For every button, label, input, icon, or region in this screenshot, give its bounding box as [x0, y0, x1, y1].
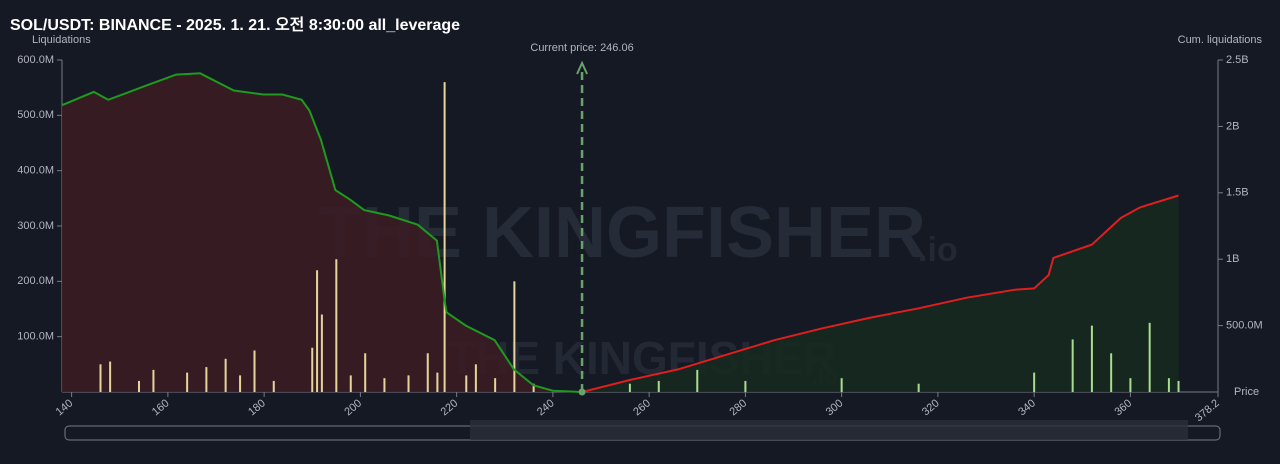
x-tick-label: 340 — [1016, 397, 1038, 418]
scroll-range[interactable] — [470, 420, 1188, 440]
liquidation-bar — [349, 375, 352, 392]
liquidation-bar — [316, 270, 319, 392]
liquidation-bar — [657, 380, 660, 392]
liquidation-bar — [152, 369, 155, 392]
liquidation-bar — [840, 378, 843, 392]
x-tick-label: 300 — [824, 397, 846, 418]
current-price-label: Current price: 246.06 — [530, 42, 633, 54]
y-tick-label: 200.0M — [17, 275, 54, 287]
liquidation-bar — [407, 375, 410, 392]
cum-line — [61, 72, 583, 393]
chart-title: SOL/USDT: BINANCE - 2025. 1. 21. 오전 8:30… — [10, 16, 460, 34]
liquidation-bar — [628, 383, 631, 392]
liquidation-bar — [224, 358, 227, 392]
y-tick-label: 100.0M — [17, 331, 54, 343]
cum-line — [581, 194, 1179, 393]
liquidation-bar — [253, 350, 256, 392]
current-price-dot — [578, 388, 586, 396]
liquidation-bar — [239, 375, 242, 392]
liquidation-bar — [744, 380, 747, 392]
y2-tick-label: 2.5B — [1226, 54, 1249, 66]
liquidation-bar — [99, 364, 102, 392]
liquidation-bar — [513, 281, 516, 392]
x-tick-label: 320 — [920, 397, 942, 418]
x-tick-label: 140 — [54, 397, 76, 418]
liquidation-bar — [138, 380, 141, 392]
x-tick-label: 360 — [1112, 397, 1134, 418]
liquidation-bar — [436, 372, 439, 392]
liquidation-bar — [109, 361, 112, 392]
current-price-arrow — [576, 60, 588, 75]
liquidation-bar — [383, 378, 386, 392]
liquidation-bar — [1129, 378, 1132, 392]
liquidation-bar — [186, 372, 189, 392]
liquidation-bar — [1167, 378, 1170, 392]
y2-tick-label: 1.5B — [1226, 187, 1249, 199]
cum-area — [582, 195, 1179, 392]
x-tick-label: 160 — [150, 397, 172, 418]
liquidation-bar — [917, 383, 920, 392]
y-tick-label: 400.0M — [17, 165, 54, 177]
cum-area — [62, 73, 583, 393]
liquidation-bar — [1110, 353, 1113, 392]
x-tick-label: 280 — [727, 397, 749, 418]
liquidation-bar — [465, 375, 468, 392]
x-tick-label: 378.2 — [1193, 397, 1222, 424]
liquidation-bar — [474, 364, 477, 392]
liquidation-bar — [364, 353, 367, 392]
liquidation-bar — [1071, 339, 1074, 392]
liquidation-bar — [272, 380, 275, 392]
x-tick-label: 180 — [246, 397, 268, 418]
x-axis-label: Price — [1234, 386, 1259, 398]
y2-tick-label: 2B — [1226, 120, 1239, 132]
liquidation-bar — [443, 82, 446, 392]
liquidation-bar — [1177, 380, 1180, 392]
liquidation-bar — [311, 347, 314, 392]
liquidation-bar — [320, 314, 323, 392]
watermark: .io — [918, 231, 958, 269]
liquidation-bar — [532, 383, 535, 392]
liquidation-bar — [1148, 322, 1151, 392]
y2-tick-label: 500.0M — [1226, 320, 1263, 332]
liquidation-bar — [335, 259, 338, 392]
liquidation-bar — [205, 367, 208, 392]
y2-axis-label: Cum. liquidations — [1178, 34, 1263, 46]
y-tick-label: 300.0M — [17, 220, 54, 232]
x-tick-label: 240 — [535, 397, 557, 418]
liquidation-bar — [696, 369, 699, 392]
y-tick-label: 500.0M — [17, 109, 54, 121]
liquidation-bar — [494, 378, 497, 392]
y-axis-label: Liquidations — [32, 34, 91, 46]
x-tick-label: 200 — [342, 397, 364, 418]
x-tick-label: 220 — [439, 397, 461, 418]
liquidation-bar — [426, 353, 429, 392]
y-tick-label: 600.0M — [17, 54, 54, 66]
y2-tick-label: 1B — [1226, 253, 1239, 265]
x-tick-label: 260 — [631, 397, 653, 418]
liquidation-bar — [1090, 325, 1093, 392]
liquidation-bar — [1033, 372, 1036, 392]
